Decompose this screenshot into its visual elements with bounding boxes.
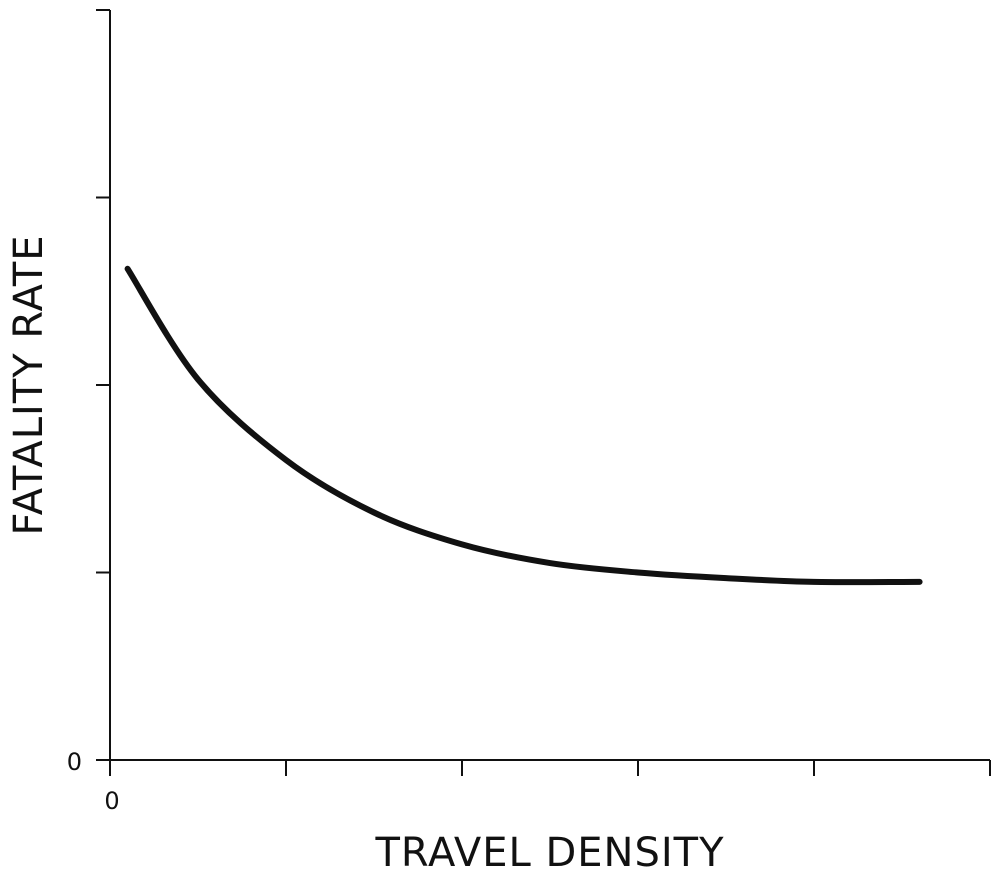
y-tick-label-0: 0	[67, 748, 82, 776]
x-axis-title: TRAVEL DENSITY	[374, 830, 724, 871]
x-tick-label-0: 0	[104, 787, 119, 815]
series	[124, 265, 923, 586]
axes	[109, 10, 990, 761]
series-line-0	[124, 265, 923, 586]
y-axis-title: FATALITY RATE	[6, 234, 52, 535]
ticks	[96, 9, 991, 776]
